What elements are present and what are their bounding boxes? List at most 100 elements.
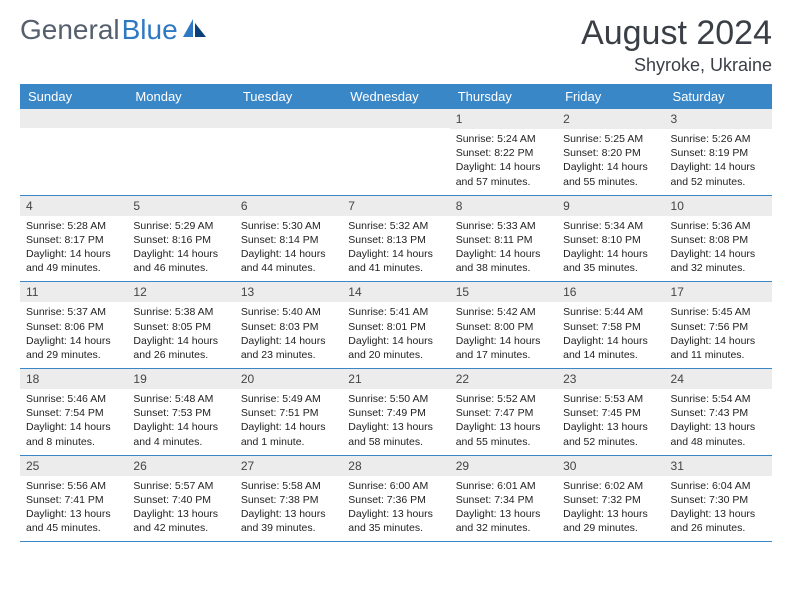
day-header: Wednesday (342, 84, 449, 109)
location: Shyroke, Ukraine (581, 55, 772, 76)
day-data: Sunrise: 5:56 AMSunset: 7:41 PMDaylight:… (20, 476, 127, 542)
day-data: Sunrise: 5:54 AMSunset: 7:43 PMDaylight:… (665, 389, 772, 455)
logo-word1: General (20, 14, 120, 46)
week-row: 18Sunrise: 5:46 AMSunset: 7:54 PMDayligh… (20, 369, 772, 456)
day-cell: 23Sunrise: 5:53 AMSunset: 7:45 PMDayligh… (557, 369, 664, 456)
day-data: Sunrise: 5:32 AMSunset: 8:13 PMDaylight:… (342, 216, 449, 282)
day-cell: 28Sunrise: 6:00 AMSunset: 7:36 PMDayligh… (342, 455, 449, 542)
day-cell: 31Sunrise: 6:04 AMSunset: 7:30 PMDayligh… (665, 455, 772, 542)
day-cell: 13Sunrise: 5:40 AMSunset: 8:03 PMDayligh… (235, 282, 342, 369)
day-data: Sunrise: 5:53 AMSunset: 7:45 PMDaylight:… (557, 389, 664, 455)
week-row: 11Sunrise: 5:37 AMSunset: 8:06 PMDayligh… (20, 282, 772, 369)
day-number: 3 (665, 109, 772, 129)
day-number: 7 (342, 196, 449, 216)
day-header: Monday (127, 84, 234, 109)
day-number: 2 (557, 109, 664, 129)
day-header: Sunday (20, 84, 127, 109)
day-data: Sunrise: 5:46 AMSunset: 7:54 PMDaylight:… (20, 389, 127, 455)
day-number: 26 (127, 456, 234, 476)
day-cell: 26Sunrise: 5:57 AMSunset: 7:40 PMDayligh… (127, 455, 234, 542)
day-data: Sunrise: 6:02 AMSunset: 7:32 PMDaylight:… (557, 476, 664, 542)
day-cell: 14Sunrise: 5:41 AMSunset: 8:01 PMDayligh… (342, 282, 449, 369)
day-data: Sunrise: 5:28 AMSunset: 8:17 PMDaylight:… (20, 216, 127, 282)
day-cell (20, 109, 127, 195)
day-number: 22 (450, 369, 557, 389)
logo-word2: Blue (122, 14, 178, 46)
day-number: 20 (235, 369, 342, 389)
day-number: 13 (235, 282, 342, 302)
day-data: Sunrise: 5:58 AMSunset: 7:38 PMDaylight:… (235, 476, 342, 542)
day-header: Friday (557, 84, 664, 109)
day-header: Saturday (665, 84, 772, 109)
day-data: Sunrise: 5:41 AMSunset: 8:01 PMDaylight:… (342, 302, 449, 368)
day-data: Sunrise: 5:36 AMSunset: 8:08 PMDaylight:… (665, 216, 772, 282)
day-number: 9 (557, 196, 664, 216)
day-number: 30 (557, 456, 664, 476)
day-cell: 27Sunrise: 5:58 AMSunset: 7:38 PMDayligh… (235, 455, 342, 542)
day-cell: 20Sunrise: 5:49 AMSunset: 7:51 PMDayligh… (235, 369, 342, 456)
week-row: 1Sunrise: 5:24 AMSunset: 8:22 PMDaylight… (20, 109, 772, 195)
week-row: 25Sunrise: 5:56 AMSunset: 7:41 PMDayligh… (20, 455, 772, 542)
day-number: 15 (450, 282, 557, 302)
day-number: 28 (342, 456, 449, 476)
day-data: Sunrise: 6:04 AMSunset: 7:30 PMDaylight:… (665, 476, 772, 542)
day-number: 16 (557, 282, 664, 302)
day-cell: 25Sunrise: 5:56 AMSunset: 7:41 PMDayligh… (20, 455, 127, 542)
day-cell: 17Sunrise: 5:45 AMSunset: 7:56 PMDayligh… (665, 282, 772, 369)
day-number: 5 (127, 196, 234, 216)
day-number: 19 (127, 369, 234, 389)
day-data: Sunrise: 5:52 AMSunset: 7:47 PMDaylight:… (450, 389, 557, 455)
day-data: Sunrise: 5:45 AMSunset: 7:56 PMDaylight:… (665, 302, 772, 368)
day-cell: 16Sunrise: 5:44 AMSunset: 7:58 PMDayligh… (557, 282, 664, 369)
day-number: 11 (20, 282, 127, 302)
day-data: Sunrise: 5:40 AMSunset: 8:03 PMDaylight:… (235, 302, 342, 368)
day-data: Sunrise: 5:33 AMSunset: 8:11 PMDaylight:… (450, 216, 557, 282)
day-number: 8 (450, 196, 557, 216)
day-number: 6 (235, 196, 342, 216)
day-header: Thursday (450, 84, 557, 109)
day-number: 1 (450, 109, 557, 129)
day-number: 27 (235, 456, 342, 476)
day-cell: 10Sunrise: 5:36 AMSunset: 8:08 PMDayligh… (665, 195, 772, 282)
day-data: Sunrise: 5:24 AMSunset: 8:22 PMDaylight:… (450, 129, 557, 195)
day-cell: 8Sunrise: 5:33 AMSunset: 8:11 PMDaylight… (450, 195, 557, 282)
day-cell: 1Sunrise: 5:24 AMSunset: 8:22 PMDaylight… (450, 109, 557, 195)
day-data: Sunrise: 5:34 AMSunset: 8:10 PMDaylight:… (557, 216, 664, 282)
day-cell: 18Sunrise: 5:46 AMSunset: 7:54 PMDayligh… (20, 369, 127, 456)
day-data: Sunrise: 5:37 AMSunset: 8:06 PMDaylight:… (20, 302, 127, 368)
day-data: Sunrise: 5:49 AMSunset: 7:51 PMDaylight:… (235, 389, 342, 455)
day-header: Tuesday (235, 84, 342, 109)
day-cell: 19Sunrise: 5:48 AMSunset: 7:53 PMDayligh… (127, 369, 234, 456)
day-cell: 5Sunrise: 5:29 AMSunset: 8:16 PMDaylight… (127, 195, 234, 282)
day-cell: 7Sunrise: 5:32 AMSunset: 8:13 PMDaylight… (342, 195, 449, 282)
day-number: 21 (342, 369, 449, 389)
day-cell: 29Sunrise: 6:01 AMSunset: 7:34 PMDayligh… (450, 455, 557, 542)
month-title: August 2024 (581, 14, 772, 53)
day-cell: 12Sunrise: 5:38 AMSunset: 8:05 PMDayligh… (127, 282, 234, 369)
week-row: 4Sunrise: 5:28 AMSunset: 8:17 PMDaylight… (20, 195, 772, 282)
day-number: 23 (557, 369, 664, 389)
day-cell: 22Sunrise: 5:52 AMSunset: 7:47 PMDayligh… (450, 369, 557, 456)
day-number: 18 (20, 369, 127, 389)
logo: General Blue (20, 14, 208, 46)
day-data: Sunrise: 5:38 AMSunset: 8:05 PMDaylight:… (127, 302, 234, 368)
day-data: Sunrise: 6:01 AMSunset: 7:34 PMDaylight:… (450, 476, 557, 542)
day-cell: 4Sunrise: 5:28 AMSunset: 8:17 PMDaylight… (20, 195, 127, 282)
day-number: 24 (665, 369, 772, 389)
day-cell (127, 109, 234, 195)
title-block: August 2024 Shyroke, Ukraine (581, 14, 772, 76)
day-header-row: SundayMondayTuesdayWednesdayThursdayFrid… (20, 84, 772, 109)
day-data: Sunrise: 5:48 AMSunset: 7:53 PMDaylight:… (127, 389, 234, 455)
day-data: Sunrise: 5:44 AMSunset: 7:58 PMDaylight:… (557, 302, 664, 368)
day-number: 4 (20, 196, 127, 216)
header: General Blue August 2024 Shyroke, Ukrain… (20, 14, 772, 76)
day-number: 10 (665, 196, 772, 216)
day-cell: 24Sunrise: 5:54 AMSunset: 7:43 PMDayligh… (665, 369, 772, 456)
day-number: 12 (127, 282, 234, 302)
day-data: Sunrise: 5:57 AMSunset: 7:40 PMDaylight:… (127, 476, 234, 542)
day-data: Sunrise: 5:25 AMSunset: 8:20 PMDaylight:… (557, 129, 664, 195)
day-number: 29 (450, 456, 557, 476)
day-cell: 30Sunrise: 6:02 AMSunset: 7:32 PMDayligh… (557, 455, 664, 542)
day-cell (342, 109, 449, 195)
day-cell: 3Sunrise: 5:26 AMSunset: 8:19 PMDaylight… (665, 109, 772, 195)
